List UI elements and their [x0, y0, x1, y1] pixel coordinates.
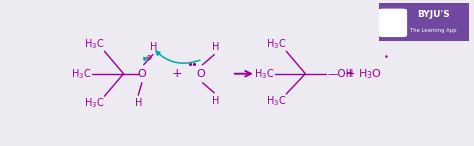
Text: +: +: [172, 67, 182, 80]
Text: H: H: [135, 98, 142, 108]
Text: $\mathregular{H_3C}$: $\mathregular{H_3C}$: [266, 94, 286, 108]
Text: $\mathregular{H_3C}$: $\mathregular{H_3C}$: [266, 38, 286, 51]
FancyArrowPatch shape: [156, 51, 200, 63]
Text: H: H: [212, 96, 219, 106]
Text: O: O: [137, 69, 146, 79]
FancyArrowPatch shape: [144, 57, 147, 60]
FancyBboxPatch shape: [378, 9, 407, 37]
FancyBboxPatch shape: [379, 3, 469, 41]
Text: •: •: [384, 53, 389, 62]
Text: The Learning App: The Learning App: [410, 28, 456, 33]
Text: —OH: —OH: [328, 69, 354, 79]
Text: BYJU'S: BYJU'S: [417, 10, 450, 19]
Text: $\mathregular{H_3O}$: $\mathregular{H_3O}$: [358, 67, 382, 81]
Text: +: +: [344, 67, 355, 80]
Text: O: O: [196, 69, 205, 79]
Text: ⊕: ⊕: [146, 53, 152, 62]
Text: H: H: [212, 42, 219, 52]
Text: $\mathregular{H_3C}$: $\mathregular{H_3C}$: [84, 96, 104, 110]
Text: $\mathregular{H_3C}$: $\mathregular{H_3C}$: [254, 67, 274, 81]
Text: H: H: [150, 42, 158, 52]
Text: $\mathregular{H_3C}$: $\mathregular{H_3C}$: [71, 67, 91, 81]
Text: $\mathregular{H_3C}$: $\mathregular{H_3C}$: [84, 38, 104, 51]
